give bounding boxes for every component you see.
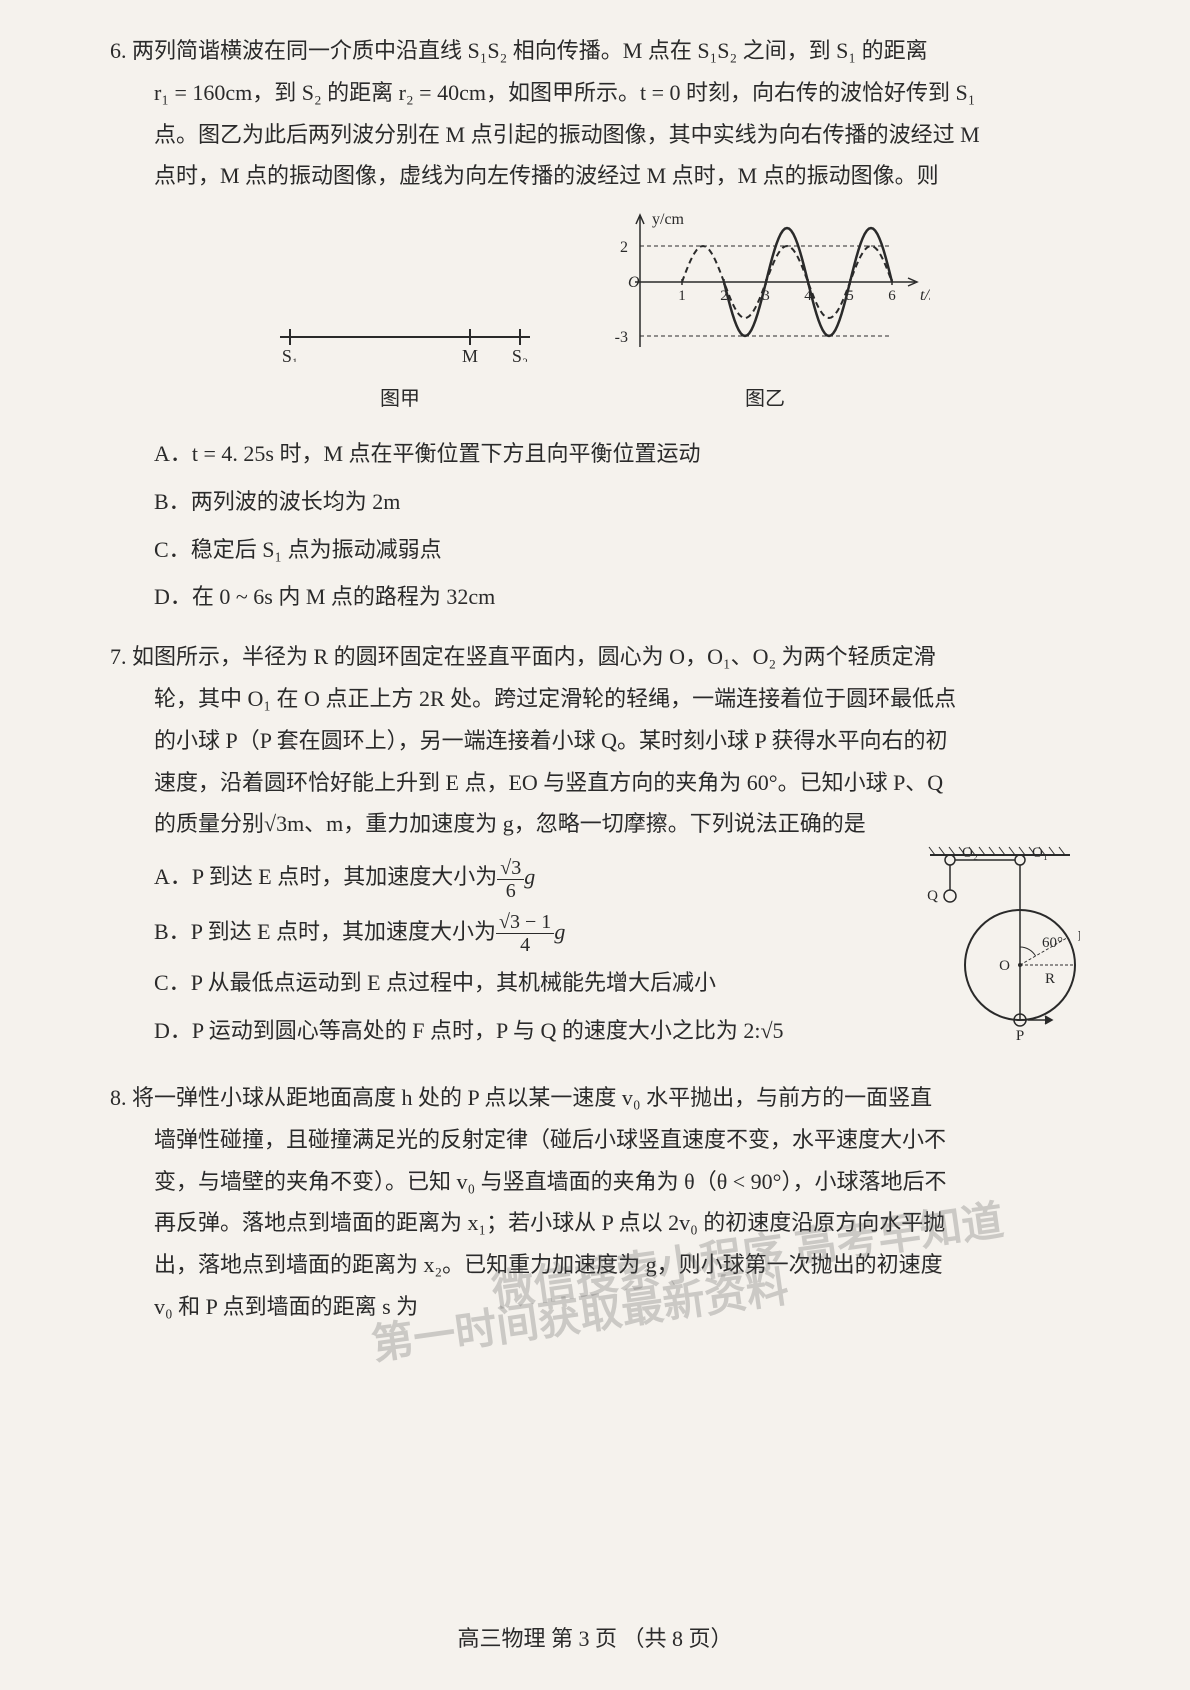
- svg-text:y/cm: y/cm: [652, 212, 685, 228]
- svg-text:E: E: [1078, 929, 1080, 945]
- q6-line1: 6. 两列简谐横波在同一介质中沿直线 S₁S₂ 相向传播。M 点在 S₁S₂ 之…: [110, 30, 1080, 72]
- q7-text-0: 如图所示，半径为 R 的圆环固定在竖直平面内，圆心为 O，O₁、O₂ 为两个轻质…: [132, 644, 936, 669]
- page-footer: 高三物理 第 3 页 （共 8 页）: [0, 1618, 1190, 1660]
- figure-yi-svg: 2-3y/cmt/sO123456: [600, 212, 930, 362]
- q7-text-1: 轮，其中 O₁ 在 O 点正上方 2R 处。跨过定滑轮的轻绳，一端连接着位于圆环…: [110, 678, 1080, 720]
- q8-text-0: 将一弹性小球从距地面高度 h 处的 P 点以某一速度 v₀ 水平抛出，与前方的一…: [132, 1085, 932, 1110]
- q6-options: A．t = 4. 25s 时，M 点在平衡位置下方且向平衡位置运动 B．两列波的…: [110, 433, 1080, 618]
- svg-text:60°: 60°: [1042, 935, 1063, 951]
- svg-text:Q: Q: [927, 888, 938, 904]
- q6-number: 6.: [110, 38, 127, 63]
- question-8: 8. 将一弹性小球从距地面高度 h 处的 P 点以某一速度 v₀ 水平抛出，与前…: [110, 1077, 1080, 1328]
- figure-yi: 2-3y/cmt/sO123456 图乙: [600, 212, 930, 418]
- svg-text:6: 6: [888, 288, 896, 304]
- q8-text-3: 再反弹。落地点到墙面的距离为 x₁；若小球从 P 点以 2v₀ 的初速度沿原方向…: [110, 1202, 1080, 1244]
- q8-text-4: 出，落地点到墙面的距离为 x₂。已知重力加速度为 g，则小球第一次抛出的初速度: [110, 1244, 1080, 1286]
- svg-text:O₁: O₁: [1032, 845, 1048, 861]
- svg-text:2: 2: [620, 239, 628, 256]
- figure-jia: S₁ M S₂ 图甲: [260, 312, 540, 418]
- q6-text-3: 点时，M 点的振动图像，虚线为向左传播的波经过 M 点时，M 点的振动图像。则: [110, 155, 1080, 197]
- svg-text:-3: -3: [615, 329, 628, 346]
- figure-yi-caption: 图乙: [600, 380, 930, 418]
- svg-text:M: M: [462, 346, 478, 362]
- q6-option-c: C．稳定后 S₁ 点为振动减弱点: [154, 529, 1080, 571]
- svg-text:1: 1: [678, 288, 686, 304]
- q6-text-0: 两列简谐横波在同一介质中沿直线 S₁S₂ 相向传播。M 点在 S₁S₂ 之间，到…: [132, 38, 928, 63]
- q8-number: 8.: [110, 1085, 127, 1110]
- q6-option-a: A．t = 4. 25s 时，M 点在平衡位置下方且向平衡位置运动: [154, 433, 1080, 475]
- q7-text-3: 速度，沿着圆环恰好能上升到 E 点，EO 与竖直方向的夹角为 60°。已知小球 …: [110, 762, 1080, 804]
- svg-text:O₂: O₂: [962, 845, 978, 861]
- svg-text:P: P: [1016, 1028, 1024, 1044]
- q7-figure: O₂O₁QOPEF60°R: [920, 835, 1080, 1059]
- svg-text:R: R: [1045, 971, 1055, 987]
- q6-text-1: r₁ = 160cm，到 S₂ 的距离 r₂ = 40cm，如图甲所示。t = …: [110, 72, 1080, 114]
- question-6: 6. 两列简谐横波在同一介质中沿直线 S₁S₂ 相向传播。M 点在 S₁S₂ 之…: [110, 30, 1080, 618]
- q8-text-1: 墙弹性碰撞，且碰撞满足光的反射定律（碰后小球竖直速度不变，水平速度大小不: [110, 1119, 1080, 1161]
- q8-text-5: v₀ 和 P 点到墙面的距离 s 为: [110, 1286, 1080, 1328]
- svg-text:O: O: [628, 274, 640, 291]
- q8-line1: 8. 将一弹性小球从距地面高度 h 处的 P 点以某一速度 v₀ 水平抛出，与前…: [110, 1077, 1080, 1119]
- q8-text-2: 变，与墙壁的夹角不变）。已知 v₀ 与竖直墙面的夹角为 θ（θ < 90°），小…: [110, 1161, 1080, 1203]
- q7-text-2: 的小球 P（P 套在圆环上），另一端连接着小球 Q。某时刻小球 P 获得水平向右…: [110, 720, 1080, 762]
- svg-text:S₁: S₁: [282, 346, 298, 362]
- q6-figures: S₁MS₂ 图甲 2-3y/cmt/sO123456 图乙: [110, 212, 1080, 418]
- figure-jia-caption: 图甲: [260, 380, 540, 418]
- q6-option-d: D．在 0 ~ 6s 内 M 点的路程为 32cm: [154, 576, 1080, 618]
- q6-option-b: B．两列波的波长均为 2m: [154, 481, 1080, 523]
- q6-text-2: 点。图乙为此后两列波分别在 M 点引起的振动图像，其中实线为向右传播的波经过 M: [110, 114, 1080, 156]
- q7-line1: 7. 如图所示，半径为 R 的圆环固定在竖直平面内，圆心为 O，O₁、O₂ 为两…: [110, 636, 1080, 678]
- svg-text:O: O: [999, 958, 1010, 974]
- svg-text:S₂: S₂: [512, 346, 528, 362]
- question-7: 7. 如图所示，半径为 R 的圆环固定在竖直平面内，圆心为 O，O₁、O₂ 为两…: [110, 636, 1080, 1059]
- q7-number: 7.: [110, 644, 127, 669]
- svg-text:t/s: t/s: [920, 287, 930, 304]
- figure-jia-svg: S₁ M S₂: [260, 312, 540, 362]
- q7-figure-svg: O₂O₁QOPEF60°R: [920, 835, 1080, 1045]
